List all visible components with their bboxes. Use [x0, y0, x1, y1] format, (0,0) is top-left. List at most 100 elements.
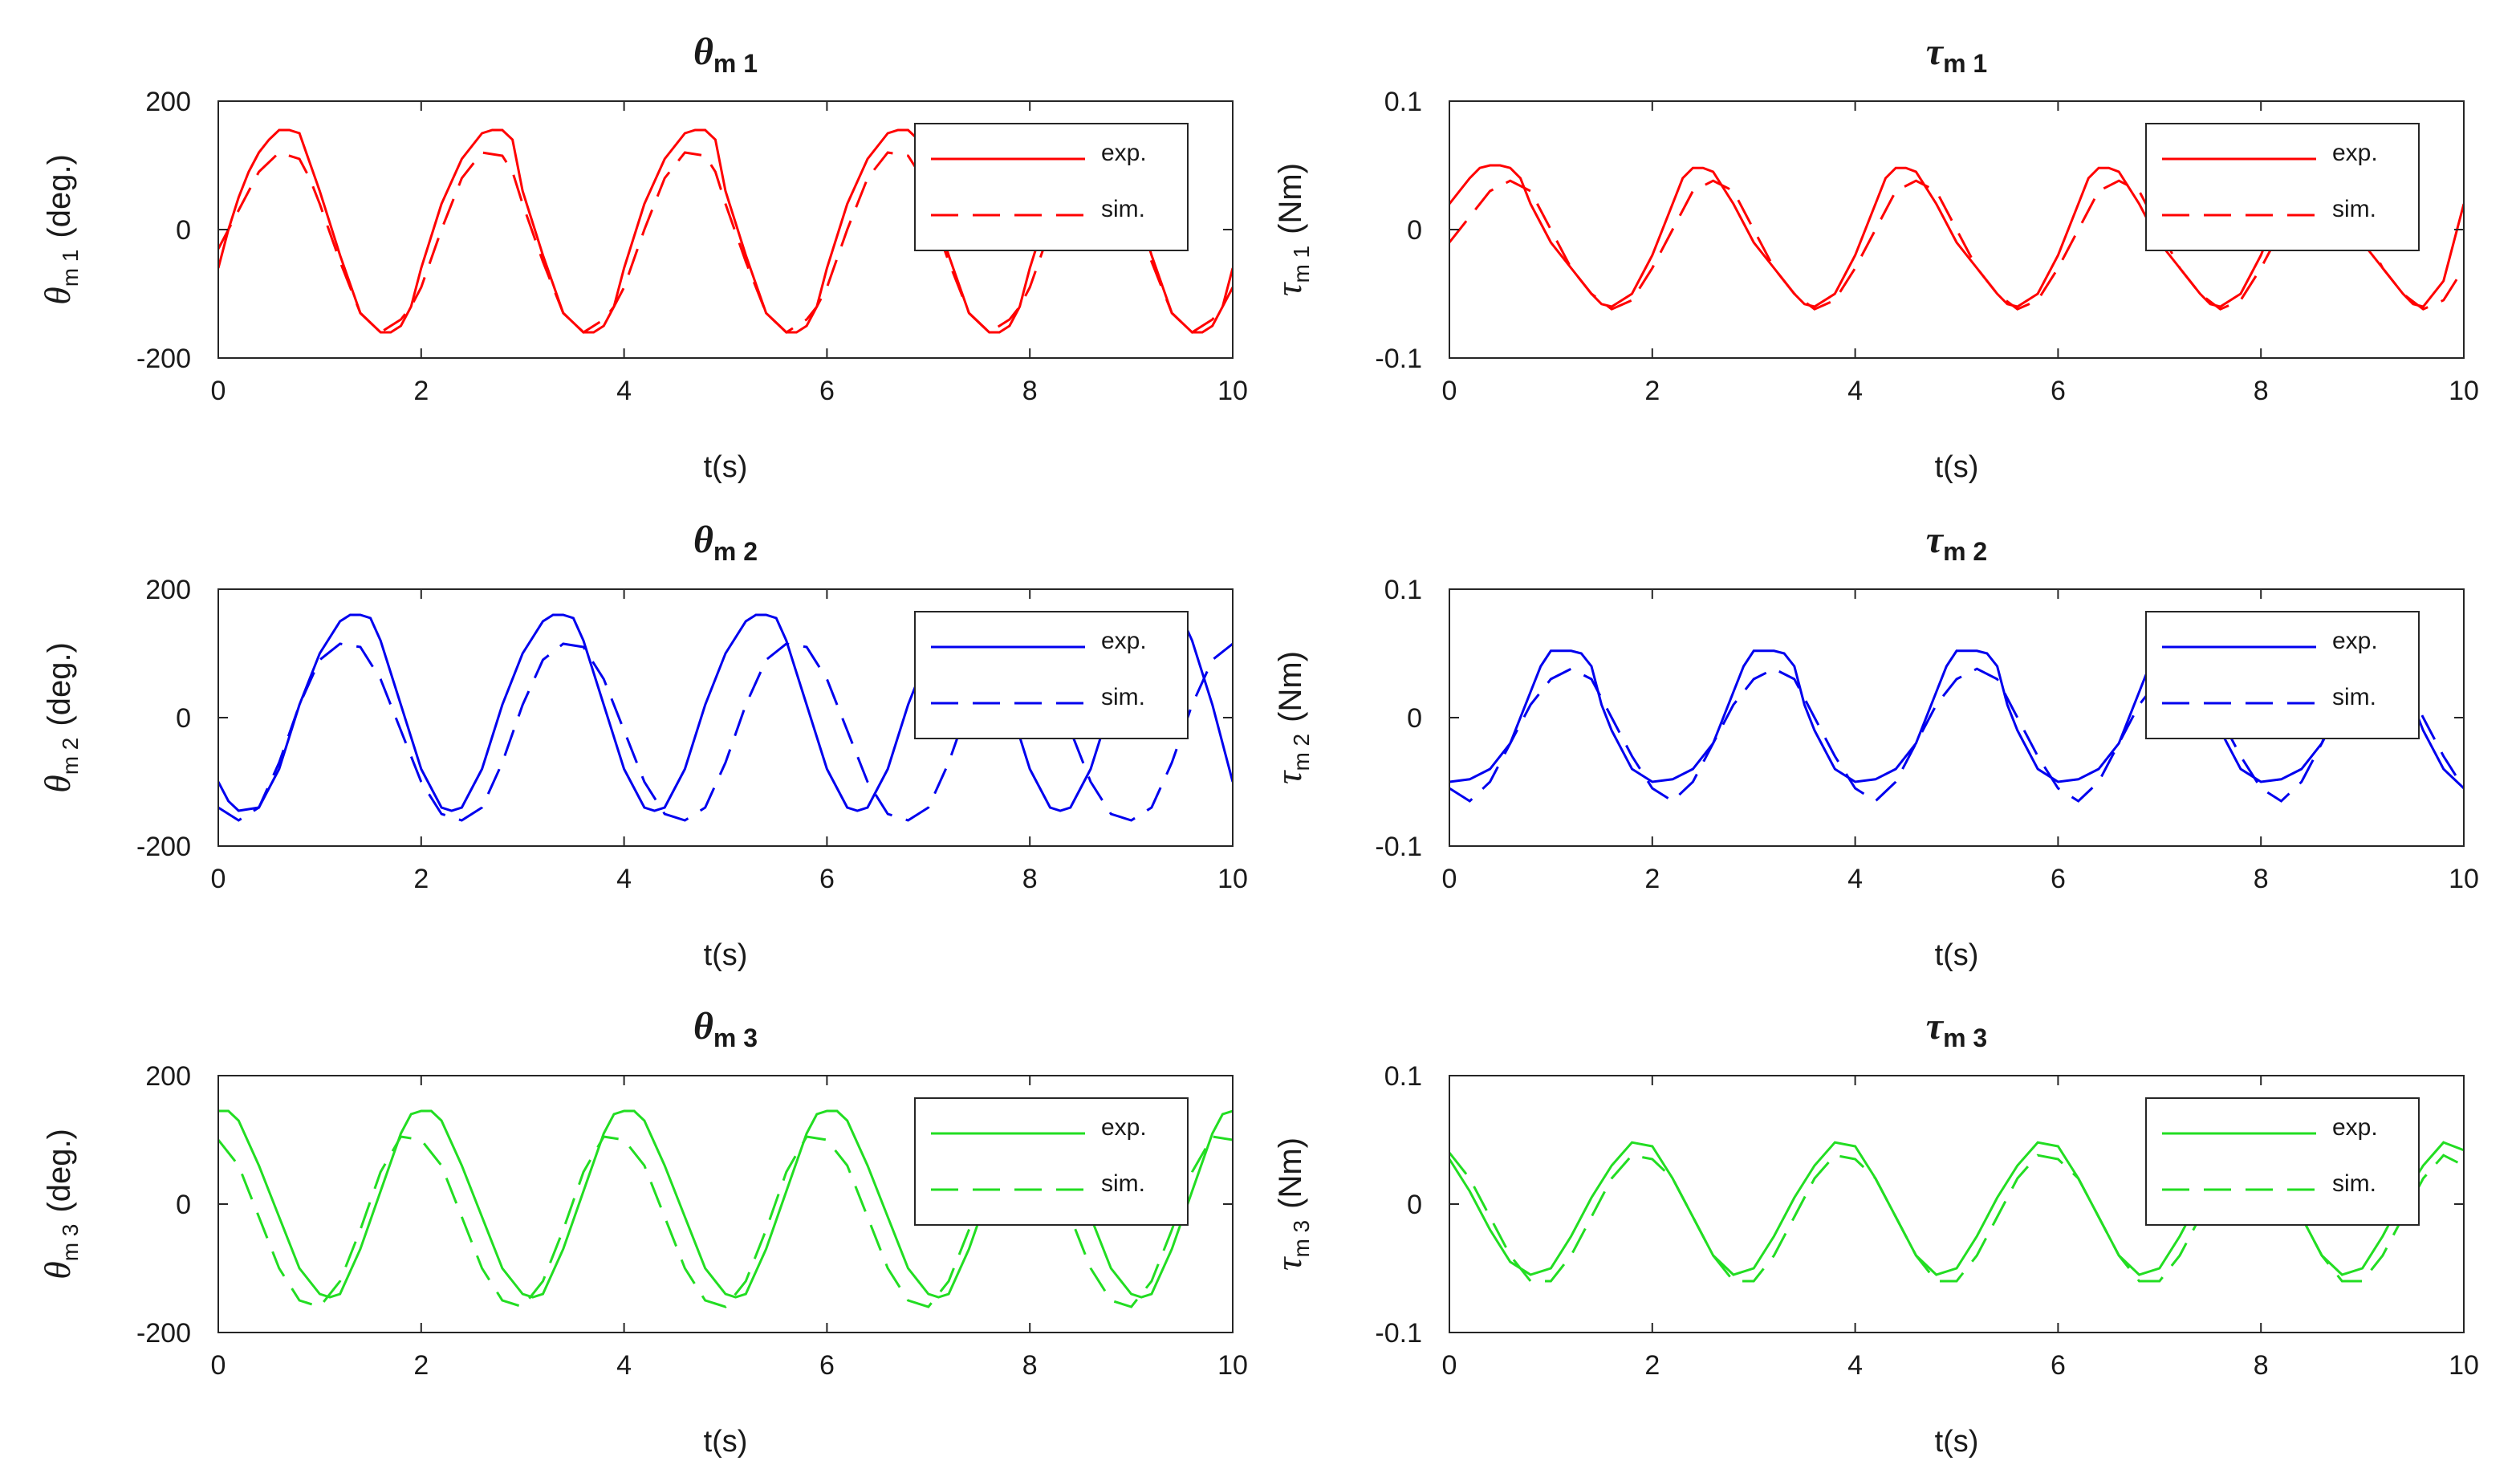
legend-label: sim.	[2332, 684, 2376, 710]
y-label-symbol: τ	[1268, 770, 1309, 784]
x-tick-label: 4	[616, 864, 632, 894]
x-tick-label: 4	[1847, 1350, 1863, 1381]
subplot-title: τm 3	[1926, 1005, 1987, 1052]
y-label-subscript: m 3	[58, 1224, 83, 1262]
x-tick-label: 6	[819, 1350, 835, 1381]
y-label-unit: (Nm)	[1273, 163, 1308, 234]
x-tick-label: 0	[211, 1350, 226, 1381]
y-label-subscript: m 3	[1289, 1220, 1314, 1258]
title-subscript: m 1	[1943, 49, 1987, 78]
x-axis-label: t(s)	[704, 1425, 748, 1459]
legend: exp. sim.	[2145, 1097, 2420, 1226]
x-tick-label: 0	[211, 864, 226, 894]
y-axis-label: τm 1 (Nm)	[1268, 163, 1314, 296]
legend-label: exp.	[2332, 628, 2378, 654]
y-tick-label: 0.1	[1384, 575, 1422, 605]
legend-box	[2145, 1097, 2420, 1226]
x-tick-label: 2	[413, 1350, 429, 1381]
subplot-title: θm 3	[693, 1005, 758, 1052]
y-tick-label: 200	[145, 575, 191, 605]
y-label-unit: (deg.)	[42, 642, 77, 726]
y-axis-label: θm 2 (deg.)	[37, 642, 83, 793]
y-label-symbol: θ	[37, 287, 78, 305]
x-axis-label: t(s)	[1935, 450, 1979, 484]
title-subscript: m 1	[713, 49, 758, 78]
series-line-sim	[1449, 667, 2464, 803]
x-tick-label: 8	[1022, 1350, 1038, 1381]
legend-box	[914, 1097, 1189, 1226]
y-label-symbol: τ	[1268, 1256, 1309, 1271]
legend-label: sim.	[2332, 1170, 2376, 1197]
x-tick-label: 8	[1022, 864, 1038, 894]
x-axis-label: t(s)	[704, 450, 748, 484]
legend-label: sim.	[2332, 196, 2376, 222]
subplot-title: θm 1	[693, 31, 758, 78]
title-symbol: θ	[693, 31, 713, 73]
x-tick-label: 4	[1847, 864, 1863, 894]
legend-label: exp.	[1101, 1114, 1147, 1141]
y-tick-label: 0	[176, 703, 191, 734]
x-tick-label: 4	[616, 376, 632, 406]
subplot-title: τm 1	[1926, 31, 1987, 78]
x-tick-label: 4	[616, 1350, 632, 1381]
y-tick-label: -200	[136, 1318, 191, 1349]
legend: exp. sim.	[914, 1097, 1189, 1226]
title-symbol: τ	[1926, 519, 1945, 561]
y-tick-label: -200	[136, 832, 191, 862]
x-tick-label: 10	[1217, 1350, 1248, 1381]
x-tick-label: 0	[1442, 1350, 1457, 1381]
subplot-title: τm 2	[1926, 519, 1987, 566]
x-tick-label: 6	[819, 864, 835, 894]
y-tick-label: -0.1	[1375, 832, 1422, 862]
title-symbol: τ	[1926, 31, 1945, 73]
legend: exp. sim.	[914, 611, 1189, 739]
y-label-subscript: m 1	[1289, 246, 1314, 283]
y-tick-label: 200	[145, 87, 191, 117]
x-tick-label: 4	[1847, 376, 1863, 406]
y-tick-label: 0.1	[1384, 87, 1422, 117]
x-tick-label: 0	[1442, 376, 1457, 406]
title-subscript: m 3	[1943, 1023, 1987, 1052]
legend-label: sim.	[1101, 1170, 1145, 1197]
y-axis-label: θm 1 (deg.)	[37, 154, 83, 305]
title-symbol: θ	[693, 1005, 713, 1048]
y-tick-label: -0.1	[1375, 344, 1422, 374]
subplot-title: θm 2	[693, 519, 758, 566]
x-tick-label: 8	[2254, 376, 2269, 406]
x-tick-label: 10	[2449, 1350, 2479, 1381]
legend-label: exp.	[1101, 140, 1147, 166]
x-tick-label: 8	[1022, 376, 1038, 406]
legend-box	[914, 611, 1189, 739]
y-tick-label: 0	[1407, 1190, 1422, 1220]
x-axis-label: t(s)	[704, 938, 748, 972]
legend-box	[914, 123, 1189, 251]
x-tick-label: 2	[1644, 1350, 1660, 1381]
y-label-unit: (Nm)	[1273, 1137, 1308, 1209]
x-tick-label: 6	[2051, 1350, 2066, 1381]
series-line-exp	[218, 613, 1233, 812]
x-tick-label: 6	[819, 376, 835, 406]
series-line-exp	[1449, 649, 2464, 790]
x-tick-label: 6	[2051, 376, 2066, 406]
title-subscript: m 2	[713, 537, 758, 566]
y-tick-label: 0.1	[1384, 1061, 1422, 1092]
y-tick-label: 0	[1407, 703, 1422, 734]
y-label-symbol: θ	[37, 775, 78, 793]
x-tick-label: 2	[413, 376, 429, 406]
y-axis-label: τm 2 (Nm)	[1268, 651, 1314, 784]
x-axis-label: t(s)	[1935, 1425, 1979, 1459]
legend-box	[2145, 123, 2420, 251]
y-label-symbol: θ	[37, 1261, 78, 1280]
x-tick-label: 10	[1217, 864, 1248, 894]
legend-label: sim.	[1101, 684, 1145, 710]
y-tick-label: -200	[136, 344, 191, 374]
y-tick-label: 0	[176, 1190, 191, 1220]
y-label-subscript: m 2	[1289, 734, 1314, 771]
